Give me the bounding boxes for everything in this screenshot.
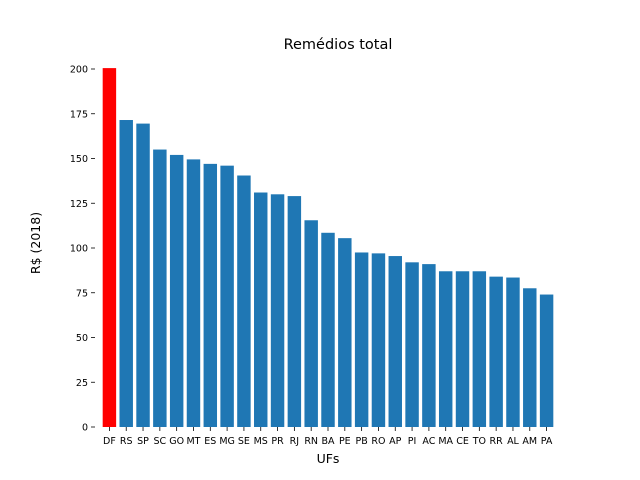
y-axis-label: R$ (2018) (28, 212, 43, 274)
x-tick-label: RS (120, 436, 133, 447)
x-tick-label: CE (456, 436, 469, 447)
x-tick-label: RR (490, 436, 504, 447)
x-tick-label: TO (472, 436, 486, 447)
x-tick-label: BA (321, 436, 335, 447)
bar-se (237, 175, 251, 427)
bar-mt (186, 159, 201, 427)
bar-pr (270, 194, 285, 427)
x-tick-label: SC (154, 436, 167, 447)
x-tick-label: RN (304, 436, 318, 447)
x-tick-label: SP (137, 436, 149, 447)
y-tick-label: 75 (76, 288, 88, 299)
x-tick-label: PE (339, 436, 351, 447)
bar-pb (354, 252, 369, 427)
x-axis: DF RS SP SC GO MT ES MG SE MS PR RJ RN BA PE PB RO AP PI AC… (103, 427, 553, 447)
x-tick-label: PA (541, 436, 553, 447)
bar-am (523, 288, 537, 427)
bar-ma (438, 271, 453, 427)
bar-to (472, 271, 487, 427)
bar-ro (371, 253, 386, 427)
bar-pi (405, 262, 419, 427)
bar-al (506, 277, 520, 427)
y-tick-label: 100 (70, 244, 88, 255)
bar-ce (455, 271, 470, 427)
bars (102, 68, 554, 428)
y-tick-label: 175 (70, 109, 88, 120)
x-tick-label: RO (371, 436, 385, 447)
x-tick-label: MA (438, 436, 453, 447)
x-tick-label: AM (522, 436, 537, 447)
bar-rs (119, 120, 133, 427)
y-axis: 0 25 50 75 100 125 150 175 200 (70, 65, 95, 434)
y-tick-label: 200 (70, 65, 88, 76)
bar-sp (136, 123, 150, 427)
x-tick-label: MG (219, 436, 235, 447)
x-tick-label: AC (422, 436, 435, 447)
bar-ap (388, 256, 402, 427)
x-tick-label: AP (389, 436, 401, 447)
x-tick-label: SE (238, 436, 250, 447)
x-tick-label: MS (254, 436, 268, 447)
x-tick-label: PR (271, 436, 284, 447)
bar-rj (287, 196, 302, 427)
bar-ac (422, 264, 436, 427)
bar-ms (254, 192, 268, 427)
x-tick-label: RJ (290, 436, 299, 447)
y-tick-label: 150 (70, 154, 88, 165)
bar-pa (539, 294, 554, 427)
x-tick-label: ES (204, 436, 216, 447)
bar-rn (304, 220, 318, 427)
bar-mg (220, 165, 234, 427)
x-tick-label: PB (356, 436, 368, 447)
x-tick-label: DF (103, 436, 116, 447)
x-tick-label: MT (186, 436, 200, 447)
bar-es (203, 163, 218, 427)
bar-go (169, 154, 184, 428)
y-tick-label: 25 (76, 378, 88, 389)
bar-sc (153, 149, 167, 428)
bar-ba (321, 232, 335, 427)
x-tick-label: AL (507, 436, 519, 447)
x-tick-label: GO (169, 436, 184, 447)
bar-df (102, 68, 117, 427)
x-tick-label: PI (408, 436, 417, 447)
y-tick-label: 125 (70, 199, 88, 210)
y-tick-label: 0 (82, 423, 88, 434)
y-tick-label: 50 (76, 333, 88, 344)
bar-rr (489, 276, 503, 427)
bar-pe (338, 238, 352, 427)
x-axis-label: UFs (317, 451, 340, 466)
chart-title: Remédios total (284, 37, 393, 53)
